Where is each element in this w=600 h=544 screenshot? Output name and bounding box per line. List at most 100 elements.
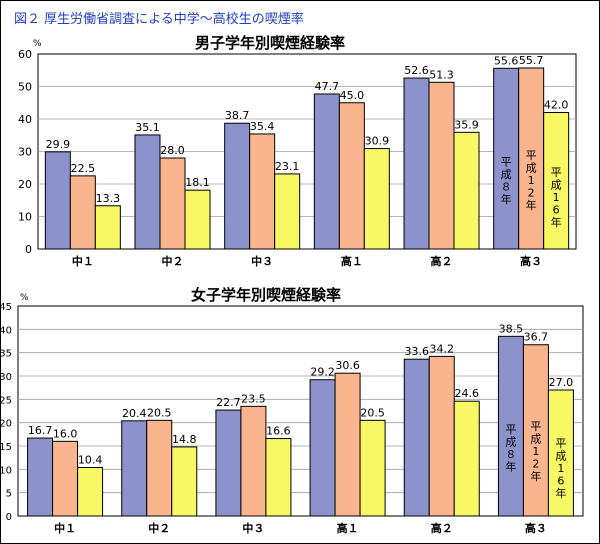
chart-2-data-label: 29.2 bbox=[310, 366, 335, 379]
chart-2-legend-2: 平成 1 2 年 bbox=[530, 420, 541, 483]
chart-1-bar bbox=[94, 205, 121, 250]
chart-2-data-label: 16.0 bbox=[53, 427, 78, 440]
chart-1-data-label: 13.3 bbox=[96, 192, 121, 205]
chart-2-x-tick-label: 中２ bbox=[148, 521, 170, 535]
chart-2-legend-3: 平成 1 6 年 bbox=[555, 437, 566, 500]
chart-1-data-label: 45.0 bbox=[340, 89, 365, 102]
chart-2-data-label: 14.8 bbox=[172, 433, 197, 446]
chart-2-y-tick-label: 15 bbox=[0, 442, 12, 453]
chart-2-data-label: 22.7 bbox=[216, 396, 241, 409]
chart-1-data-label: 42.0 bbox=[544, 99, 569, 112]
chart-1-data-label: 18.1 bbox=[185, 176, 210, 189]
chart-2-bar bbox=[309, 379, 336, 517]
chart-1-bar bbox=[44, 151, 71, 250]
chart-2-bar bbox=[359, 419, 386, 517]
chart-2-bar bbox=[265, 438, 292, 517]
chart-2-bar bbox=[146, 419, 173, 517]
chart-1-bar bbox=[313, 93, 340, 250]
chart-2-data-label: 36.7 bbox=[524, 331, 549, 344]
chart-1-y-tick-label: 0 bbox=[25, 243, 32, 256]
chart-2-data-label: 16.7 bbox=[28, 424, 53, 437]
chart-1-legend-1: 平成８年 bbox=[501, 156, 512, 207]
chart-2-title: 女子学年別喫煙経験率 bbox=[191, 286, 341, 304]
chart-1-legend-3: 平成 1 6 年 bbox=[551, 166, 562, 229]
chart-2-bar bbox=[121, 420, 148, 517]
chart-1-bar bbox=[224, 122, 251, 250]
chart-1-bar bbox=[184, 189, 211, 250]
chart-1-y-tick-label: 50 bbox=[18, 81, 32, 94]
chart-2-x-tick-label: 高２ bbox=[431, 521, 453, 535]
chart-1-x-tick-label: 高３ bbox=[520, 254, 542, 268]
chart-1-y-tick-label: 20 bbox=[18, 178, 32, 191]
chart-1-title: 男子学年別喫煙経験率 bbox=[195, 34, 345, 52]
chart-1-data-label: 29.9 bbox=[46, 138, 71, 151]
chart-2-x-tick-label: 中１ bbox=[54, 521, 76, 535]
chart-1-x-tick-label: 高２ bbox=[431, 254, 453, 268]
chart-2-data-label: 27.0 bbox=[549, 376, 574, 389]
chart-2-bar bbox=[215, 409, 242, 517]
chart-2-bar bbox=[334, 372, 361, 517]
chart-2-plot-area bbox=[17, 305, 584, 517]
chart-2-bar bbox=[547, 389, 574, 517]
chart-2-y-tick-label: 45 bbox=[0, 302, 12, 313]
chart-2-bar bbox=[522, 344, 549, 517]
chart-1-x-tick-label: 中１ bbox=[72, 254, 94, 268]
chart-1-data-label: 38.7 bbox=[225, 109, 250, 122]
chart-1-bar bbox=[543, 112, 570, 250]
chart-1-bar bbox=[453, 131, 480, 250]
chart-2-y-tick-label: 40 bbox=[0, 325, 12, 336]
chart-1-bar bbox=[159, 157, 186, 250]
chart-2-data-label: 23.5 bbox=[241, 392, 266, 405]
chart-2-x-tick-label: 中３ bbox=[242, 521, 264, 535]
chart-1-bar bbox=[403, 77, 430, 250]
chart-1-bar bbox=[69, 175, 96, 250]
chart-2-legend-1: 平成８年 bbox=[505, 423, 516, 474]
chart-1-y-tick-label: 30 bbox=[18, 146, 32, 159]
chart-1-data-label: 30.9 bbox=[365, 135, 390, 148]
chart-1-data-label: 22.5 bbox=[71, 162, 96, 175]
chart-2-y-tick-label: 0 bbox=[6, 512, 12, 523]
chart-1-data-label: 52.6 bbox=[404, 64, 429, 77]
chart-1-data-label: 23.1 bbox=[275, 160, 300, 173]
chart-1-data-label: 47.7 bbox=[315, 80, 340, 93]
chart-2-bar bbox=[52, 440, 79, 517]
chart-2-data-label: 20.4 bbox=[122, 407, 147, 420]
chart-1-bar bbox=[493, 67, 520, 250]
chart-1-bar bbox=[249, 133, 276, 250]
figure-title: 図２ 厚生労働省調査による中学～高校生の喫煙率 bbox=[14, 12, 304, 27]
chart-2-data-label: 20.5 bbox=[360, 406, 385, 419]
chart-2-data-label: 20.5 bbox=[147, 406, 172, 419]
chart-1-data-label: 35.4 bbox=[250, 120, 275, 133]
chart-2-y-tick-label: 10 bbox=[0, 465, 12, 476]
chart-2-y-tick-label: 25 bbox=[0, 395, 12, 406]
chart-2-y-tick-label: 20 bbox=[0, 419, 12, 430]
chart-1-data-label: 55.6 bbox=[494, 54, 519, 67]
chart-1-data-label: 28.0 bbox=[160, 144, 185, 157]
chart-2-bar bbox=[403, 358, 430, 517]
chart-1-y-unit: % bbox=[33, 39, 42, 49]
chart-1-legend-2: 平成 1 2 年 bbox=[526, 149, 537, 212]
chart-2-y-tick-label: 30 bbox=[0, 372, 12, 383]
chart-1-data-label: 35.1 bbox=[135, 121, 160, 134]
chart-2-y-tick-label: 35 bbox=[0, 349, 12, 360]
chart-1-x-tick-label: 中２ bbox=[162, 254, 184, 268]
chart-2-bar bbox=[428, 355, 455, 517]
chart-2-data-label: 38.5 bbox=[499, 322, 524, 335]
chart-2-bar bbox=[27, 437, 54, 517]
chart-1-y-tick-label: 10 bbox=[18, 211, 32, 224]
chart-2-data-label: 33.6 bbox=[405, 345, 430, 358]
chart-2-x-tick-label: 高１ bbox=[337, 521, 359, 535]
chart-2-bar bbox=[171, 446, 198, 517]
chart-2-data-label: 24.6 bbox=[455, 387, 480, 400]
chart-2-data-label: 10.4 bbox=[78, 453, 103, 466]
chart-1-data-label: 55.7 bbox=[519, 54, 544, 67]
chart-1-x-tick-label: 高１ bbox=[341, 254, 363, 268]
chart-2-x-tick-label: 高３ bbox=[525, 521, 547, 535]
chart-2-bar bbox=[453, 400, 480, 517]
chart-2-bar bbox=[77, 466, 104, 517]
chart-2-bar bbox=[240, 405, 267, 517]
chart-1-y-tick-label: 60 bbox=[18, 48, 32, 61]
chart-1-x-tick-label: 中３ bbox=[251, 254, 273, 268]
chart-2-y-unit: % bbox=[20, 293, 29, 303]
